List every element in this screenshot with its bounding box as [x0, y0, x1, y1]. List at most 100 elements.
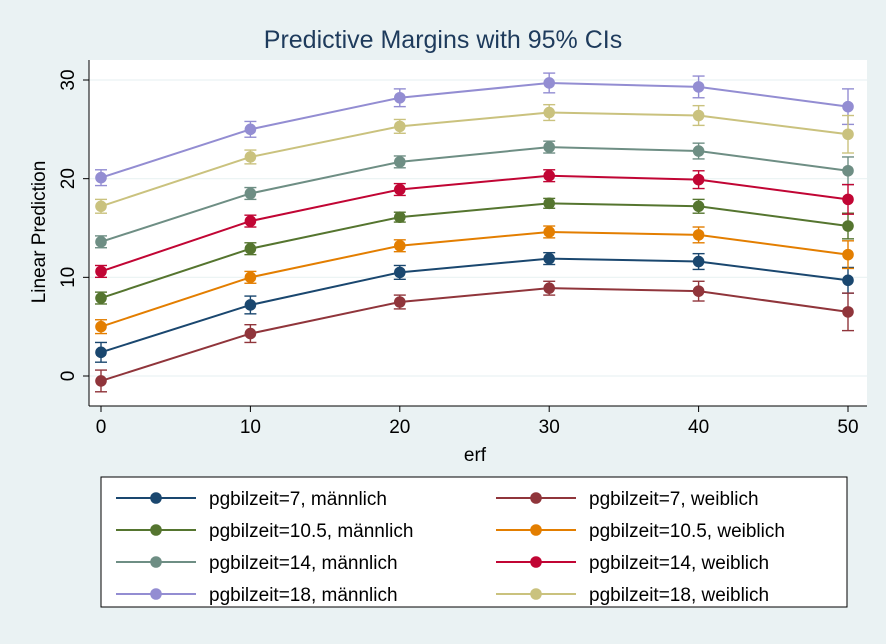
legend-entry: pgbilzeit=10.5, weiblich — [496, 521, 785, 542]
data-point — [842, 193, 854, 206]
data-point — [692, 173, 705, 186]
legend — [100, 476, 848, 608]
legend-marker — [530, 492, 542, 504]
legend-entry: pgbilzeit=7, männlich — [116, 489, 387, 510]
y-tick-label: 30 — [58, 69, 79, 90]
series-line — [100, 174, 849, 273]
data-point — [543, 141, 555, 153]
data-point — [95, 292, 107, 304]
data-point — [842, 306, 854, 318]
x-tick-label: 50 — [837, 417, 858, 438]
series-2 — [95, 280, 854, 393]
data-point — [842, 248, 854, 261]
legend-label: pgbilzeit=10.5, weiblich — [589, 521, 785, 542]
series-4 — [95, 225, 854, 335]
series-3 — [95, 197, 854, 305]
data-point — [543, 282, 555, 294]
legend-label: pgbilzeit=10.5, männlich — [209, 521, 413, 542]
legend-entry: pgbilzeit=7, weiblich — [496, 489, 759, 510]
data-point — [692, 81, 705, 93]
data-point — [394, 211, 406, 223]
data-point — [842, 220, 854, 232]
series-6 — [95, 169, 854, 279]
legend-label: pgbilzeit=18, männlich — [209, 585, 398, 606]
data-point — [543, 252, 555, 265]
x-tick-label: 10 — [240, 417, 261, 438]
data-point — [543, 226, 555, 238]
data-point — [95, 200, 107, 213]
data-point — [692, 109, 705, 122]
data-point — [842, 128, 854, 141]
data-point — [692, 285, 705, 297]
legend-marker — [150, 588, 162, 600]
legend-marker — [150, 492, 162, 504]
data-point — [244, 327, 257, 340]
data-point — [842, 274, 854, 287]
legend-entry: pgbilzeit=14, weiblich — [496, 553, 769, 574]
legend-label: pgbilzeit=18, weiblich — [589, 585, 769, 606]
data-point — [543, 197, 555, 210]
data-point — [95, 346, 107, 359]
legend-marker — [530, 588, 542, 600]
data-point — [842, 164, 854, 177]
series-layer — [95, 72, 854, 393]
data-point — [842, 100, 854, 113]
data-point — [543, 106, 555, 119]
legend-entry: pgbilzeit=14, männlich — [116, 553, 398, 574]
data-point — [394, 91, 406, 104]
data-point — [394, 156, 406, 168]
data-point — [394, 120, 406, 133]
series-line — [100, 230, 849, 328]
legend-marker — [150, 524, 162, 536]
y-tick-label: 10 — [58, 267, 79, 288]
data-point — [394, 266, 406, 279]
data-point — [244, 271, 257, 284]
series-line — [100, 146, 849, 243]
series-line — [100, 81, 849, 179]
series-line — [100, 202, 849, 300]
data-point — [692, 229, 705, 241]
data-point — [95, 236, 107, 248]
legend-label: pgbilzeit=7, männlich — [209, 489, 387, 510]
data-point — [394, 239, 406, 252]
data-point — [95, 375, 107, 387]
axes: 0 10 20 30 0 10 20 30 40 50 — [58, 60, 867, 438]
data-point — [394, 183, 406, 196]
data-point — [244, 299, 257, 311]
data-point — [244, 242, 257, 255]
legend-entry: pgbilzeit=18, männlich — [116, 585, 398, 606]
data-point — [543, 77, 555, 89]
y-tick-label: 0 — [58, 371, 79, 382]
legend-label: pgbilzeit=14, weiblich — [589, 553, 769, 574]
data-point — [692, 255, 705, 268]
data-point — [244, 151, 257, 163]
y-tick-label: 20 — [58, 168, 79, 189]
x-tick-label: 0 — [96, 417, 107, 438]
y-axis-title: Linear Prediction — [29, 161, 50, 304]
data-point — [95, 320, 107, 333]
series-line — [100, 257, 849, 354]
legend-label: pgbilzeit=14, männlich — [209, 553, 398, 574]
series-8 — [95, 103, 854, 214]
legend-entries: pgbilzeit=7, männlich pgbilzeit=7, weibli… — [116, 489, 785, 606]
legend-marker — [150, 556, 162, 568]
legend-entry: pgbilzeit=18, weiblich — [496, 585, 769, 606]
series-5 — [95, 140, 854, 249]
series-7 — [95, 72, 854, 187]
data-point — [244, 215, 257, 227]
x-axis-title: erf — [464, 445, 487, 466]
series-line — [100, 287, 849, 382]
grid-lines — [89, 79, 867, 377]
data-point — [394, 296, 406, 308]
series-line — [100, 111, 849, 208]
x-tick-label: 30 — [539, 417, 560, 438]
x-tick-label: 40 — [688, 417, 709, 438]
chart-title: Predictive Margins with 95% CIs — [264, 26, 622, 54]
data-point — [95, 171, 107, 184]
series-1 — [95, 251, 854, 363]
data-point — [692, 200, 705, 213]
legend-marker — [530, 556, 542, 568]
plot-area — [89, 60, 867, 406]
data-point — [95, 265, 107, 278]
data-point — [244, 187, 257, 200]
